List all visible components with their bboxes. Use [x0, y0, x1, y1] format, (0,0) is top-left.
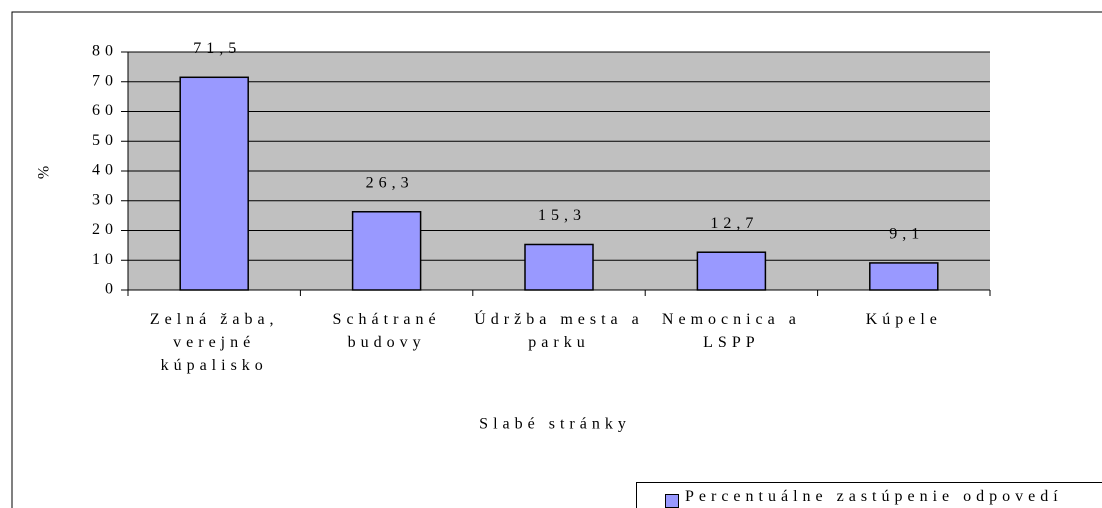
x-tick-label: Údržba mesta a parku: [474, 311, 644, 351]
y-tick-label: 50: [92, 132, 118, 149]
x-axis-label: Slabé stránky: [479, 416, 631, 433]
y-tick-label: 60: [92, 102, 118, 119]
y-tick-label: 0: [105, 281, 118, 298]
data-label: 12,7: [710, 215, 758, 232]
x-tick-label: Zelná žaba, verejné kúpalisko: [149, 311, 279, 374]
y-tick-label: 30: [92, 191, 118, 208]
y-tick-label: 70: [92, 72, 118, 89]
y-tick-label: 20: [92, 221, 118, 238]
x-tick-label: Schátrané budovy: [332, 311, 441, 351]
y-tick-label: 40: [92, 162, 118, 179]
y-tick-label: 10: [92, 251, 118, 268]
y-axis-label: %: [36, 161, 53, 179]
x-tick-label: Kúpele: [865, 311, 942, 328]
legend: Percentuálne zastúpenie odpovedí: [636, 482, 1102, 508]
data-label: 15,3: [538, 207, 586, 224]
data-label: 71,5: [193, 40, 241, 57]
bar: [524, 243, 594, 291]
data-label: 26,3: [366, 174, 414, 191]
bar: [351, 211, 422, 291]
legend-label: Percentuálne zastúpenie odpovedí: [685, 488, 1063, 505]
legend-swatch: [665, 494, 679, 508]
data-label: 9,1: [889, 226, 924, 243]
y-tick-label: 80: [92, 43, 118, 60]
chart-frame: [11, 11, 1102, 508]
bar: [179, 76, 249, 291]
x-tick-label: Nemocnica a LSPP: [661, 311, 801, 351]
bar: [696, 251, 767, 291]
bar: [869, 262, 939, 291]
